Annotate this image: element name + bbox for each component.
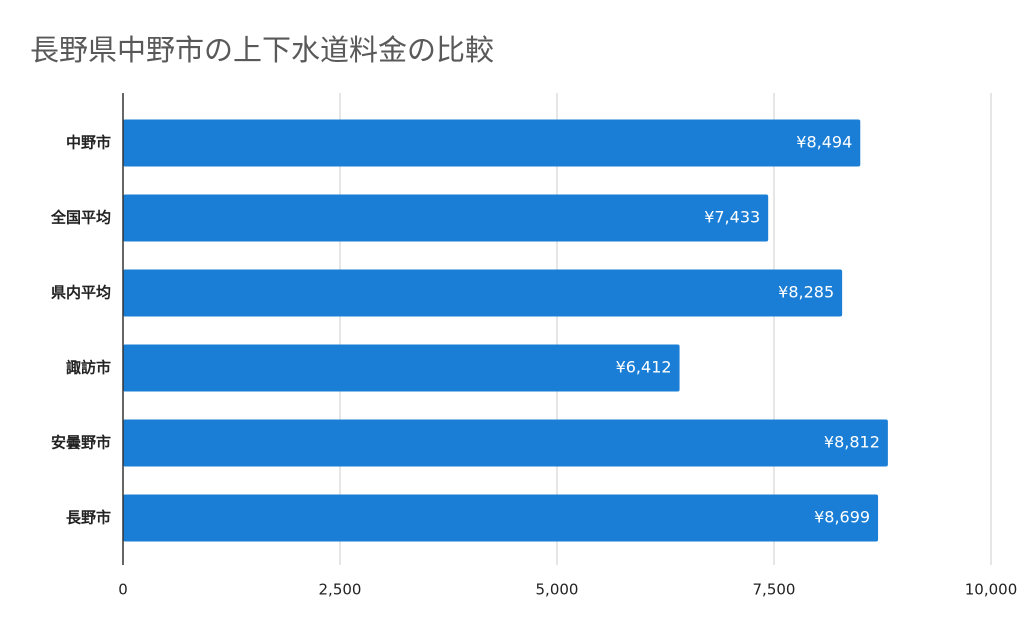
value-label: ¥8,812 <box>824 433 880 452</box>
y-tick-label: 県内平均 <box>51 284 111 302</box>
bar <box>123 344 680 392</box>
value-label: ¥8,699 <box>814 508 870 527</box>
value-label: ¥8,494 <box>796 133 852 152</box>
y-tick-label: 中野市 <box>66 134 111 152</box>
value-label: ¥7,433 <box>704 208 760 227</box>
x-tick-label: 2,500 <box>319 581 362 599</box>
bar <box>123 494 879 542</box>
y-tick-label: 安曇野市 <box>51 434 111 452</box>
x-tick-label: 0 <box>118 581 128 599</box>
y-tick-label: 長野市 <box>66 509 111 527</box>
y-tick-label: 諏訪市 <box>66 359 111 377</box>
x-tick-label: 5,000 <box>536 581 579 599</box>
bar <box>123 119 861 167</box>
chart-title: 長野県中野市の上下水道料金の比較 <box>30 33 494 67</box>
bar <box>123 419 888 467</box>
value-label: ¥6,412 <box>616 358 672 377</box>
y-tick-label: 全国平均 <box>50 209 111 227</box>
x-tick-label: 7,500 <box>753 581 796 599</box>
x-tick-label: 10,000 <box>965 581 1018 599</box>
bar <box>123 269 843 317</box>
bar <box>123 194 769 242</box>
value-label: ¥8,285 <box>778 283 834 302</box>
